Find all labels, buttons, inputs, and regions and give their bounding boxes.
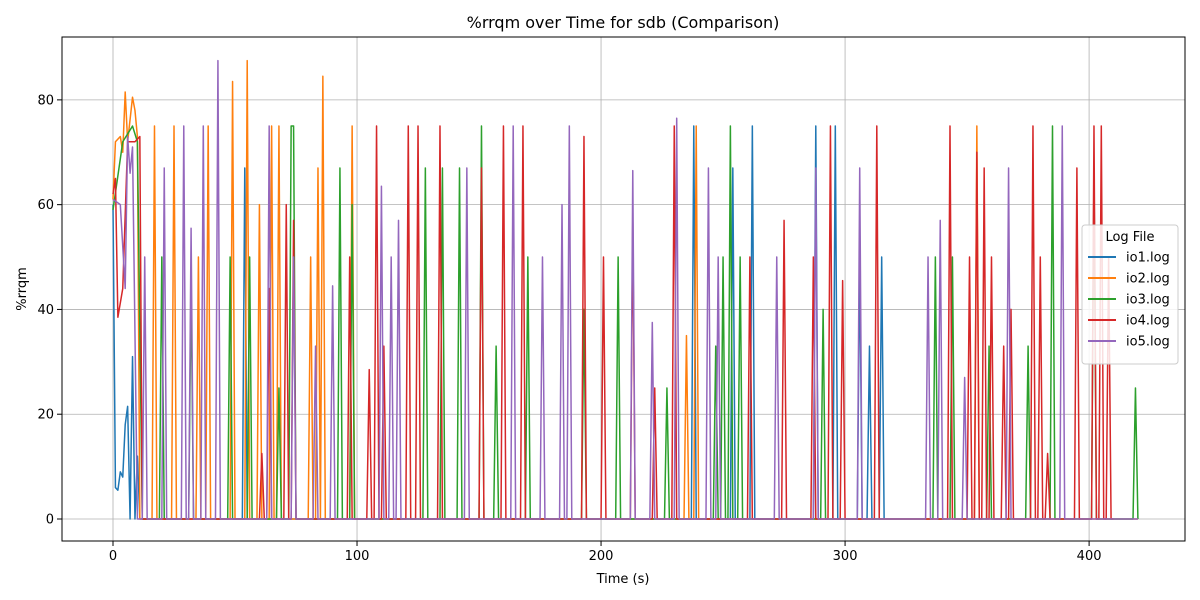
y-tick-label: 60 [37, 198, 54, 213]
y-tick-label: 20 [37, 408, 54, 423]
legend: Log File io1.log io2.log io3.log io4.log io5.… [1081, 224, 1179, 365]
legend-label: io2.log [1126, 272, 1170, 287]
x-tick-label: 0 [109, 549, 117, 564]
legend-box [1081, 224, 1179, 365]
x-tick-label: 100 [345, 549, 370, 564]
series-line [112, 59, 1138, 520]
legend-label: io1.log [1126, 251, 1170, 266]
legend-label: io3.log [1126, 293, 1170, 308]
series-line [112, 125, 1114, 520]
plot-frame [61, 36, 1186, 542]
legend-label: io5.log [1126, 335, 1170, 350]
x-tick-label: 400 [1077, 549, 1102, 564]
chart-title: %rrqm over Time for sdb (Comparison) [467, 13, 780, 32]
y-axis-label: %rrqm [15, 267, 30, 311]
legend-title: Log File [1105, 230, 1154, 245]
x-tick-label: 300 [833, 549, 858, 564]
y-tick-label: 80 [37, 93, 54, 108]
x-tick-label: 200 [589, 549, 614, 564]
y-tick-label: 0 [46, 512, 54, 527]
legend-label: io4.log [1126, 314, 1170, 329]
y-tick-label: 40 [37, 303, 54, 318]
x-axis-label: Time (s) [596, 572, 650, 587]
series-line [112, 125, 1139, 520]
